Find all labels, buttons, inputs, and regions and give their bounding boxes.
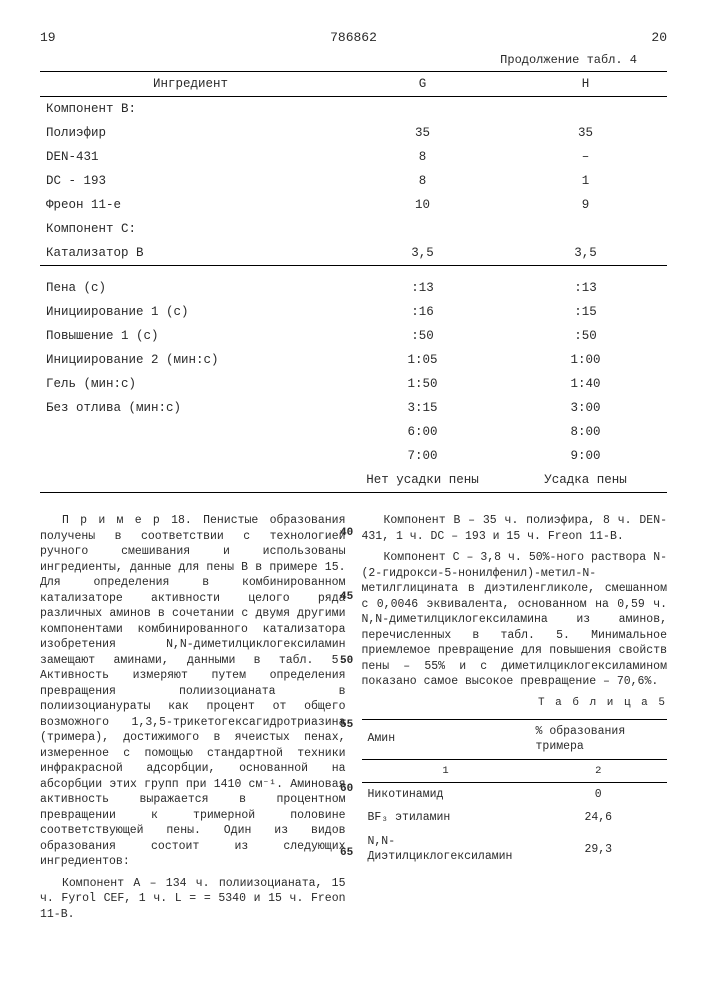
left-column: П р и м е р 18. Пенистые образования пол… [40,513,346,928]
table-row: Инициирование 1 (с):16:15 [40,300,667,324]
page-header: 19 786862 20 [40,30,667,45]
table-row: 7:009:00 [40,444,667,468]
table-row: Без отлива (мин:с)3:153:00 [40,396,667,420]
page-right: 20 [651,30,667,45]
table5-caption: Т а б л и ц а 5 [362,696,668,711]
table-row: BF₃ этиламин24,6 [362,806,668,830]
table-row: N,N-Диэтилциклогексиламин29,3 [362,830,668,869]
th-ingredient: Ингредиент [40,72,341,97]
text-columns: 40 45 50 55 60 65 П р и м е р 18. Пенист… [40,513,667,928]
para-right-2: Компонент С – 3,8 ч. 50%-ного раствора N… [362,550,668,690]
table-row: Никотинамид0 [362,782,668,806]
para-left-2: Компонент А – 134 ч. полиизоцианата, 15 … [40,876,346,923]
table-row: Пена (с):13:13 [40,276,667,300]
table5: Амин % образования тримера 12 Никотинами… [362,719,668,869]
table-row: Катализатор В3,53,5 [40,241,667,266]
table-row: DC - 19381 [40,169,667,193]
table-row: Полиэфир3535 [40,121,667,145]
para-right-1: Компонент В – 35 ч. полиэфира, 8 ч. DEN-… [362,513,668,544]
table4-caption: Продолжение табл. 4 [40,53,637,67]
section-c: Компонент С: [40,217,341,241]
page-left: 19 [40,30,56,45]
table-row: DEN-4318– [40,145,667,169]
th-h: H [504,72,667,97]
th-amin: Амин [362,719,530,759]
th-percent: % образования тримера [530,719,667,759]
table-row: Инициирование 2 (мин:с)1:051:00 [40,348,667,372]
table-row: Гель (мин:с)1:501:40 [40,372,667,396]
table-row: Фреон 11-е109 [40,193,667,217]
table4: Ингредиент G H Компонент В: Полиэфир3535… [40,71,667,493]
right-column: Компонент В – 35 ч. полиэфира, 8 ч. DEN-… [362,513,668,928]
table-row: Повышение 1 (с):50:50 [40,324,667,348]
section-b: Компонент В: [40,97,341,122]
para-left-1: П р и м е р 18. Пенистые образования пол… [40,513,346,870]
table-row: Нет усадки пеныУсадка пены [40,468,667,493]
doc-number: 786862 [330,30,377,45]
th-g: G [341,72,504,97]
table-row: 6:008:00 [40,420,667,444]
